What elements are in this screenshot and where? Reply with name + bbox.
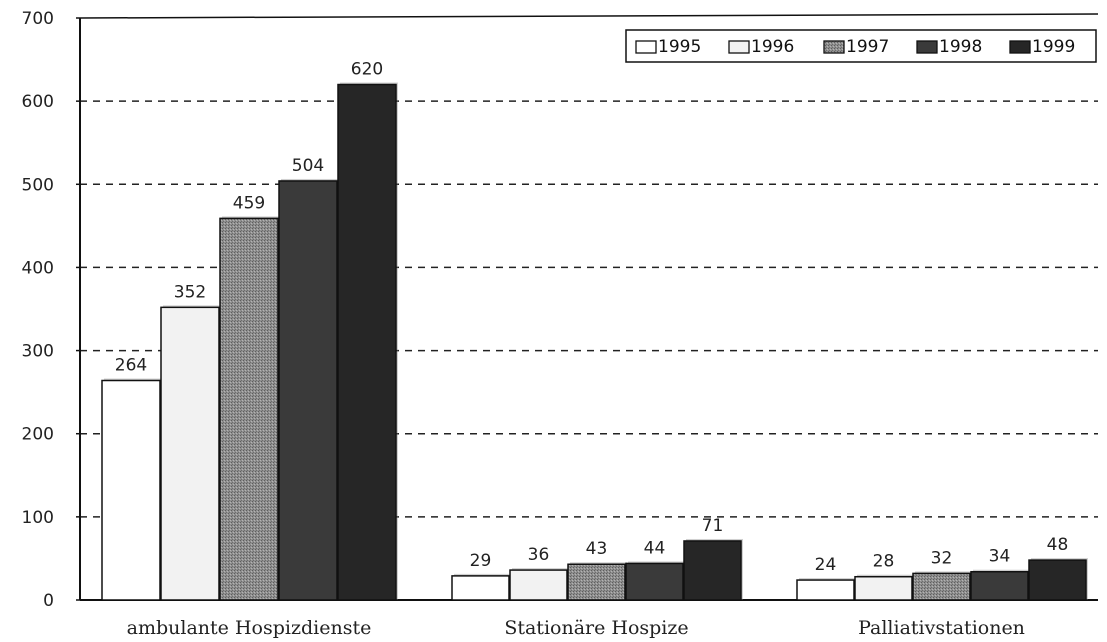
data-label: 44 bbox=[644, 538, 666, 558]
bar-1999 bbox=[1028, 559, 1087, 601]
data-label: 620 bbox=[351, 60, 383, 80]
bar-1998 bbox=[625, 562, 684, 601]
y-tick-label: 400 bbox=[22, 258, 54, 278]
data-label: 32 bbox=[931, 548, 953, 568]
y-tick-label: 0 bbox=[43, 591, 54, 611]
bar-1996 bbox=[509, 569, 568, 601]
category-label: ambulante Hospizdienste bbox=[127, 617, 372, 639]
legend-swatch-1997 bbox=[823, 40, 845, 54]
bar-1999 bbox=[683, 540, 742, 601]
data-label: 24 bbox=[815, 555, 837, 575]
data-label: 29 bbox=[470, 551, 492, 571]
legend-label-1996: 1996 bbox=[751, 37, 794, 57]
y-tick-label: 600 bbox=[22, 92, 54, 112]
data-label: 264 bbox=[115, 356, 147, 376]
axes: 0 100 200 300 400 500 600 700 bbox=[22, 9, 1099, 611]
category-label: Stationäre Hospize bbox=[504, 617, 688, 639]
bar-1998 bbox=[278, 180, 338, 601]
legend-label-1995: 1995 bbox=[658, 37, 701, 57]
bar-1997 bbox=[219, 217, 279, 601]
bar-1998 bbox=[970, 570, 1029, 601]
bars bbox=[101, 82, 1088, 601]
legend-label-1998: 1998 bbox=[939, 37, 982, 57]
data-label: 352 bbox=[174, 282, 206, 302]
category-label: Palliativstationen bbox=[858, 617, 1025, 639]
y-tick-label: 700 bbox=[22, 9, 54, 29]
labels: 264 352 459 504 620 ambulante Hospizdienste 29… bbox=[115, 60, 1069, 639]
bar-1996 bbox=[854, 575, 913, 601]
legend-label-1999: 1999 bbox=[1032, 37, 1075, 57]
legend-swatch-1998 bbox=[916, 40, 938, 54]
legend: 1995 1996 1997 1998 1999 bbox=[625, 29, 1097, 63]
data-label: 34 bbox=[989, 547, 1011, 567]
bar-1995 bbox=[451, 575, 510, 601]
y-tick-label: 500 bbox=[22, 175, 54, 195]
y-tick-label: 100 bbox=[22, 508, 54, 528]
bar-1997 bbox=[912, 572, 971, 601]
legend-swatch-1999 bbox=[1009, 40, 1031, 54]
y-tick-label: 200 bbox=[22, 425, 54, 445]
legend-swatch-1996 bbox=[728, 40, 750, 54]
bar-1999 bbox=[337, 83, 397, 601]
data-label: 36 bbox=[528, 545, 550, 565]
legend-swatch-1995 bbox=[635, 40, 657, 54]
bar-1995 bbox=[796, 579, 855, 601]
data-label: 459 bbox=[233, 193, 265, 213]
bar-1997 bbox=[567, 563, 626, 601]
y-tick-label: 300 bbox=[22, 342, 54, 362]
data-label: 28 bbox=[873, 552, 895, 572]
data-label: 504 bbox=[292, 156, 324, 176]
bar-1995 bbox=[101, 379, 161, 601]
data-label: 43 bbox=[586, 539, 608, 559]
data-label: 71 bbox=[702, 516, 724, 536]
bar-1996 bbox=[160, 306, 220, 601]
data-label: 48 bbox=[1047, 535, 1069, 555]
legend-label-1997: 1997 bbox=[846, 37, 889, 57]
plot-top-border bbox=[79, 13, 1099, 19]
